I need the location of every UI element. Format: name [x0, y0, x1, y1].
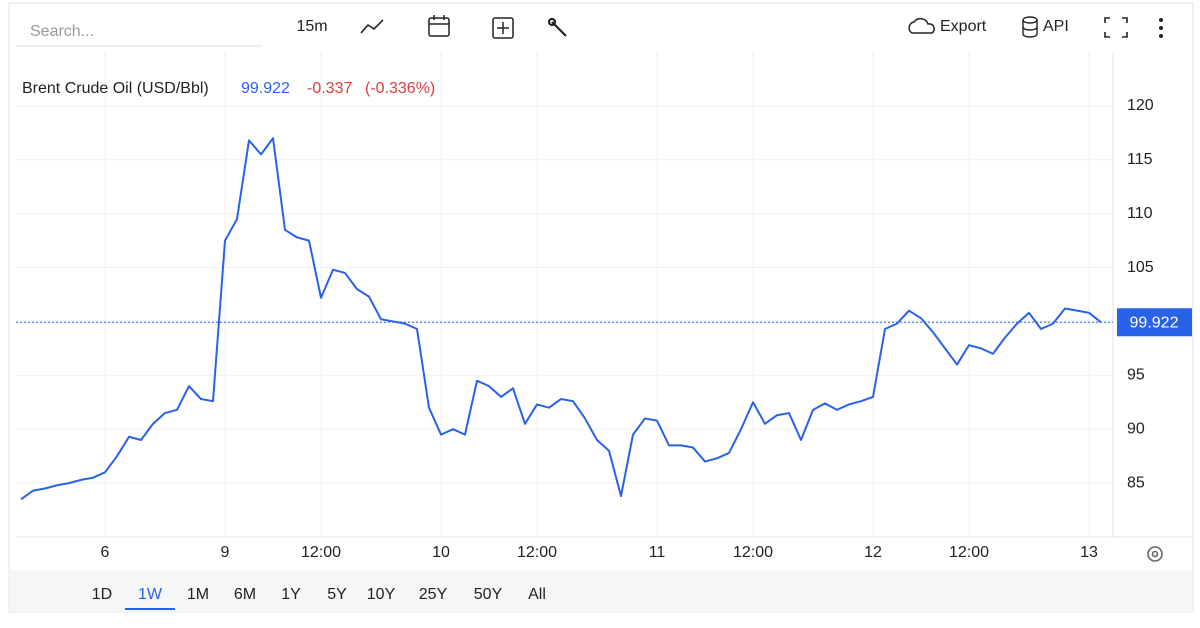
last-price: 99.922	[241, 80, 290, 97]
search-box[interactable]: Search...	[16, 23, 262, 47]
x-tick-label: 12	[864, 544, 882, 561]
x-tick-label: 6	[101, 544, 110, 561]
search-placeholder: Search...	[30, 23, 94, 40]
last-price-tag	[1117, 308, 1192, 337]
menu-icon[interactable]	[1159, 18, 1163, 38]
range-button[interactable]: 1Y	[281, 586, 301, 603]
y-tick-label: 110	[1127, 205, 1153, 222]
range-button[interactable]: 1W	[138, 586, 163, 603]
api-label: API	[1043, 18, 1069, 35]
range-button[interactable]: All	[528, 586, 546, 603]
price-change: -0.337	[307, 80, 352, 97]
y-tick-label: 105	[1127, 259, 1154, 276]
x-tick-label: 12:00	[301, 544, 341, 561]
tools-icon[interactable]	[547, 17, 567, 37]
range-button[interactable]: 1M	[187, 586, 209, 603]
range-button[interactable]: 1D	[92, 586, 112, 603]
x-tick-label: 12:00	[949, 544, 989, 561]
compare-icon[interactable]	[492, 17, 514, 39]
interval-button[interactable]: 15m	[296, 18, 327, 35]
range-button[interactable]: 25Y	[419, 586, 448, 603]
x-tick-label: 10	[432, 544, 450, 561]
y-tick-label: 95	[1127, 367, 1145, 384]
x-tick-label: 12:00	[733, 544, 773, 561]
price-line	[20, 137, 1102, 501]
card	[8, 2, 1194, 613]
x-tick-label: 9	[221, 544, 230, 561]
range-buttons: 1D 1W 1M 6M 1Y 5Y 10Y 25Y 50Y All	[92, 586, 546, 610]
y-tick-label: 120	[1127, 97, 1154, 114]
export-label: Export	[940, 18, 987, 35]
range-button[interactable]: 50Y	[474, 586, 503, 603]
settings-icon[interactable]	[1147, 546, 1163, 562]
y-tick-label: 90	[1127, 420, 1145, 437]
y-tick-label: 85	[1127, 474, 1145, 491]
y-tick-label: 115	[1127, 151, 1153, 168]
calendar-icon[interactable]	[428, 15, 450, 37]
x-tick-label: 11	[649, 544, 666, 561]
range-button[interactable]: 6M	[234, 586, 256, 603]
price-change-percent: (-0.336%)	[365, 80, 435, 97]
chart-title: Brent Crude Oil (USD/Bbl)	[22, 80, 209, 97]
range-button[interactable]: 10Y	[367, 586, 396, 603]
cloud-icon	[908, 18, 935, 34]
database-icon	[1022, 16, 1038, 38]
x-tick-label: 12:00	[517, 544, 557, 561]
export-button[interactable]: Export	[908, 18, 987, 35]
last-price-tag-label: 99.922	[1130, 315, 1179, 332]
chart-type-icon[interactable]	[360, 19, 384, 34]
api-button[interactable]: API	[1022, 16, 1069, 38]
fullscreen-icon[interactable]	[1104, 17, 1128, 38]
x-tick-label: 13	[1080, 544, 1098, 561]
plot: 8590951001051101151206912:001012:001112:…	[16, 52, 1192, 561]
range-bar	[10, 570, 1192, 611]
range-button[interactable]: 5Y	[327, 586, 347, 603]
